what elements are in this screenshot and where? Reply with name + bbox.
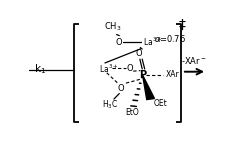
Text: La$^{3+}$: La$^{3+}$: [99, 62, 118, 75]
Text: k$_1$: k$_1$: [34, 63, 47, 76]
Text: O: O: [115, 38, 122, 47]
Text: $\alpha$=0.76: $\alpha$=0.76: [154, 33, 186, 44]
Text: EtO: EtO: [125, 108, 139, 117]
Text: OEt: OEt: [153, 99, 167, 108]
Text: ‡: ‡: [179, 18, 185, 32]
Text: O: O: [127, 64, 133, 73]
Text: O: O: [136, 49, 142, 58]
Text: O: O: [118, 84, 124, 93]
Text: H$_3$C: H$_3$C: [102, 98, 119, 111]
Text: La$^{3+}$: La$^{3+}$: [143, 36, 162, 48]
Text: P: P: [139, 70, 146, 80]
Text: -XAr$^-$: -XAr$^-$: [181, 55, 206, 66]
Text: XAr: XAr: [166, 70, 179, 80]
Polygon shape: [143, 75, 155, 100]
Text: CH$_3$: CH$_3$: [104, 21, 122, 33]
